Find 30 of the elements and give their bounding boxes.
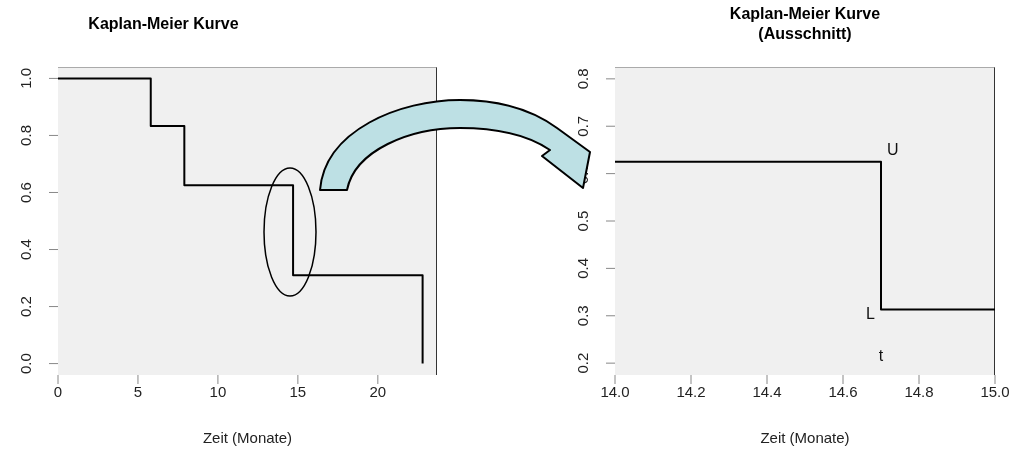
chart-title: Kaplan-Meier Kurve (Ausschnitt)	[728, 4, 882, 44]
annotation: L	[866, 305, 876, 323]
y-tick-label: 0.4	[574, 257, 591, 279]
x-tick-label: 15.0	[980, 382, 1010, 400]
x-tick-label: 14.6	[828, 382, 858, 400]
x-tick-label: 14.0	[600, 382, 630, 400]
x-tick-label: 15	[289, 382, 307, 400]
y-tick-label: 0.8	[574, 68, 591, 90]
x-tick-label: 14.8	[904, 382, 934, 400]
x-tick-label: 5	[133, 382, 143, 400]
y-tick-label: 0.0	[17, 353, 34, 375]
y-tick-label: 0.7	[574, 115, 591, 137]
x-axis-title: Zeit (Monate)	[760, 429, 850, 446]
x-tick-label: 0	[53, 382, 63, 400]
x-axis-title: Zeit (Monate)	[202, 429, 293, 446]
annotation: t	[877, 347, 885, 365]
x-tick-label: 20	[369, 382, 387, 400]
y-tick-label: 0.6	[17, 182, 34, 203]
y-tick-label: 0.8	[17, 125, 34, 146]
chart-title: Kaplan-Meier Kurve	[87, 14, 240, 34]
x-tick-label: 10	[209, 382, 227, 400]
y-tick-label: 0.3	[574, 305, 591, 327]
annotation: U	[887, 141, 899, 159]
y-tick-label: 0.5	[574, 210, 591, 232]
x-tick-label: 14.2	[676, 382, 706, 400]
x-tick-label: 14.4	[752, 382, 782, 400]
y-tick-label: 1.0	[17, 67, 34, 89]
y-tick-label: 0.4	[17, 239, 34, 260]
y-tick-label: 0.2	[574, 352, 591, 374]
y-tick-label: 0.2	[17, 296, 34, 317]
